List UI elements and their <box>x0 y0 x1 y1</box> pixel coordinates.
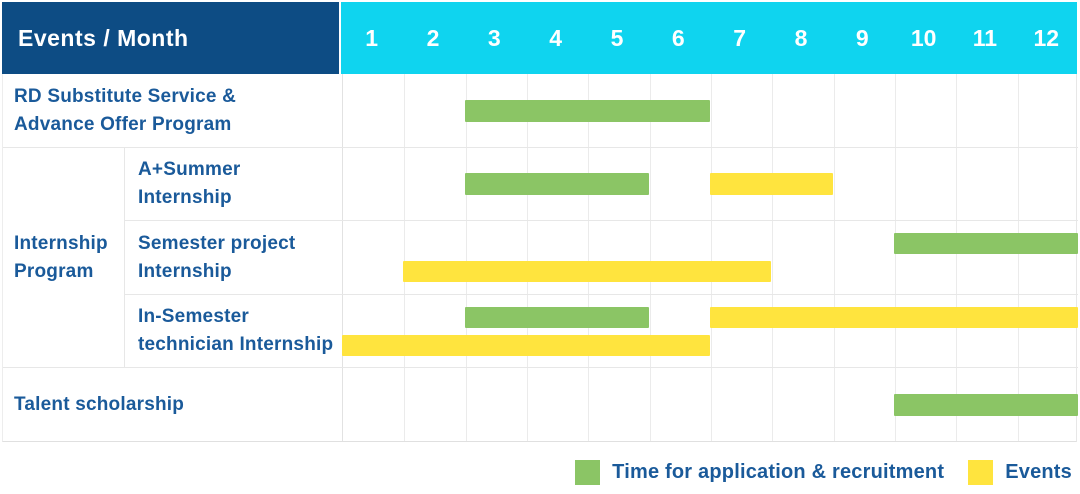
gantt-bar-application <box>894 393 1078 416</box>
gridline-month-12 <box>1017 74 1019 441</box>
legend-swatch-application <box>575 459 601 485</box>
gridline-month-11 <box>956 74 958 441</box>
row-label-line: Advance Offer Program <box>14 113 232 135</box>
row-label-line: Internship <box>138 187 232 209</box>
row-label: Talent scholarship <box>3 368 340 442</box>
row-label-line: Semester project <box>138 232 296 254</box>
gridline-month-8 <box>772 74 774 441</box>
month-header-4: 4 <box>549 24 563 51</box>
gantt-bar-application <box>464 99 710 122</box>
month-header-8: 8 <box>794 24 808 51</box>
month-header-11: 11 <box>972 24 998 51</box>
month-header-2: 2 <box>426 24 440 51</box>
month-header-10: 10 <box>910 24 937 51</box>
gridline-month-9 <box>833 74 835 441</box>
months-header-row: 1 2 3 4 5 6 7 8 9 10 11 12 <box>341 2 1077 74</box>
group-label-internship-program: Internship Program <box>3 147 125 368</box>
row-separator <box>125 220 1078 221</box>
table-corner-header: Events / Month <box>2 2 339 74</box>
gridline-month-2 <box>404 74 406 441</box>
legend-label-event: Events <box>1005 460 1072 483</box>
gantt-bar-application <box>464 306 649 328</box>
row-label: RD Substitute Service & Advance Offer Pro… <box>3 74 340 148</box>
month-header-12: 12 <box>1033 24 1060 51</box>
month-header-7: 7 <box>733 24 747 51</box>
month-header-1: 1 <box>365 24 379 51</box>
gantt-bar-application <box>464 173 649 196</box>
legend: Time for application & recruitment Events <box>565 456 1072 488</box>
legend-swatch-event <box>968 459 994 485</box>
group-label-line: Internship <box>14 232 108 254</box>
row-label-line: Internship <box>138 260 232 282</box>
row-label-line: technician Internship <box>138 334 334 356</box>
gantt-bar-event <box>403 261 772 282</box>
legend-item-event: Events <box>968 459 1072 485</box>
gantt-bar-event <box>710 306 1078 328</box>
row-label: A+Summer Internship <box>125 148 340 222</box>
gridline-month-10 <box>895 74 896 441</box>
gridline-month-6 <box>649 74 651 441</box>
row-label: In-Semester technician Internship <box>125 295 340 369</box>
row-label: Semester project Internship <box>125 221 340 295</box>
month-header-6: 6 <box>671 24 685 51</box>
schedule-table: Events / Month 1 2 3 4 5 6 7 8 9 10 11 12 Internshi… <box>2 2 1079 442</box>
group-label-line: Program <box>14 260 94 282</box>
row-separator <box>125 293 1078 295</box>
row-label-line: In-Semester <box>138 306 249 328</box>
month-header-9: 9 <box>855 24 869 51</box>
month-header-3: 3 <box>487 24 501 51</box>
gantt-bar-event <box>710 173 833 196</box>
gridline-month-3 <box>465 74 467 441</box>
gantt-bar-application <box>894 233 1078 254</box>
gantt-bar-event <box>342 334 710 356</box>
gridline-month-7 <box>711 74 712 441</box>
legend-label-application: Time for application & recruitment <box>612 460 945 483</box>
row-separator <box>3 146 1078 148</box>
row-label-line: RD Substitute Service & <box>14 85 237 107</box>
table-body: Internship Program RD Substitute Service &… <box>2 74 1079 442</box>
gridline-month-4 <box>527 74 528 441</box>
month-header-5: 5 <box>610 24 624 51</box>
row-label-line: A+Summer <box>138 159 241 181</box>
legend-item-application: Time for application & recruitment <box>575 459 945 485</box>
corner-header-label: Events / Month <box>18 24 189 51</box>
row-separator <box>3 367 1078 368</box>
gridline-month-5 <box>588 74 590 441</box>
row-label-line: Talent scholarship <box>14 393 185 415</box>
month-gridlines <box>342 74 1079 441</box>
